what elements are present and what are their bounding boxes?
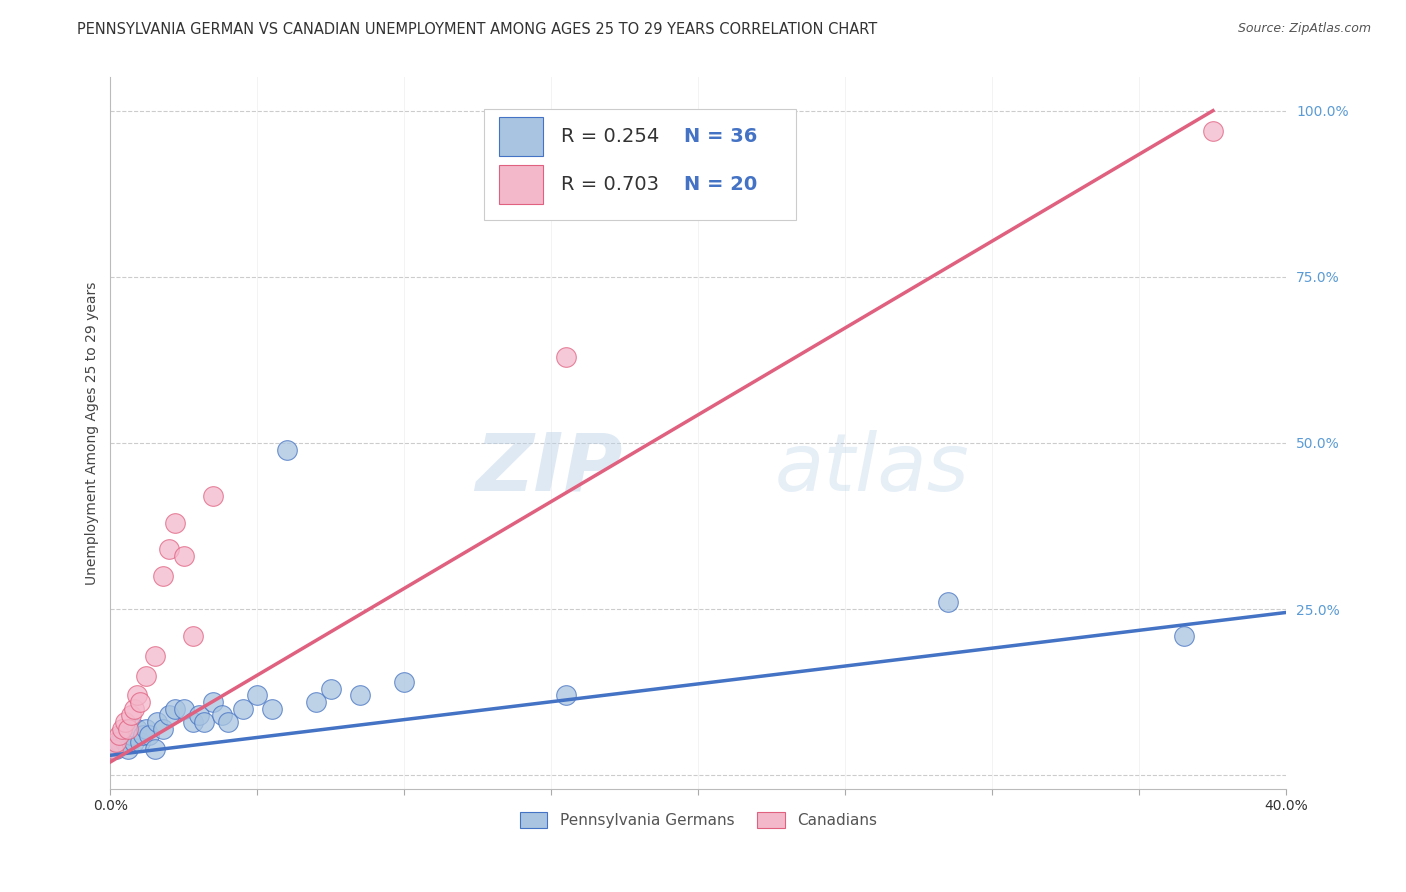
Point [132, 728, 155, 742]
Point [173, 549, 195, 563]
Point [103, 741, 125, 756]
FancyBboxPatch shape [499, 164, 543, 203]
Point [125, 689, 148, 703]
Point [555, 689, 578, 703]
Point [394, 675, 416, 690]
Text: R = 0.703: R = 0.703 [561, 175, 659, 194]
Point [262, 702, 284, 716]
Point [125, 722, 148, 736]
Point [211, 708, 233, 723]
Point [105, 741, 128, 756]
Point [202, 489, 225, 503]
Point [111, 728, 134, 742]
Point [246, 689, 269, 703]
FancyBboxPatch shape [499, 117, 543, 156]
Point [122, 735, 145, 749]
Point [128, 695, 150, 709]
Point [143, 741, 166, 756]
Point [117, 741, 139, 756]
Point [349, 689, 371, 703]
Point [108, 735, 131, 749]
Point [138, 728, 160, 742]
Point [128, 735, 150, 749]
Point [173, 702, 195, 716]
Point [202, 695, 225, 709]
Point [165, 702, 187, 716]
Point [157, 542, 180, 557]
Point [217, 714, 239, 729]
Point [120, 708, 142, 723]
Point [152, 722, 174, 736]
Text: Source: ZipAtlas.com: Source: ZipAtlas.com [1237, 22, 1371, 36]
Point [181, 629, 204, 643]
Point [555, 350, 578, 364]
Point [105, 735, 128, 749]
Text: N = 20: N = 20 [685, 175, 758, 194]
Point [165, 516, 187, 530]
Point [135, 668, 157, 682]
Point [187, 708, 209, 723]
Point [114, 714, 136, 729]
Point [319, 681, 342, 696]
Point [232, 702, 254, 716]
Point [157, 708, 180, 723]
Text: atlas: atlas [775, 430, 970, 508]
Text: PENNSYLVANIA GERMAN VS CANADIAN UNEMPLOYMENT AMONG AGES 25 TO 29 YEARS CORRELATI: PENNSYLVANIA GERMAN VS CANADIAN UNEMPLOY… [77, 22, 877, 37]
Y-axis label: Unemployment Among Ages 25 to 29 years: Unemployment Among Ages 25 to 29 years [86, 281, 100, 584]
Legend: Pennsylvania Germans, Canadians: Pennsylvania Germans, Canadians [513, 806, 883, 834]
Point [938, 595, 960, 609]
Point [305, 695, 328, 709]
Point [146, 714, 169, 729]
Point [181, 714, 204, 729]
Point [117, 722, 139, 736]
Text: N = 36: N = 36 [685, 127, 758, 146]
Point [1202, 123, 1225, 137]
Point [152, 569, 174, 583]
Point [114, 735, 136, 749]
FancyBboxPatch shape [485, 110, 796, 219]
Point [135, 722, 157, 736]
Point [193, 714, 215, 729]
Text: ZIP: ZIP [475, 430, 621, 508]
Point [122, 702, 145, 716]
Point [111, 722, 134, 736]
Point [143, 648, 166, 663]
Point [1173, 629, 1195, 643]
Point [276, 442, 298, 457]
Point [108, 728, 131, 742]
Point [120, 728, 142, 742]
Point [103, 741, 125, 756]
Text: R = 0.254: R = 0.254 [561, 127, 659, 146]
